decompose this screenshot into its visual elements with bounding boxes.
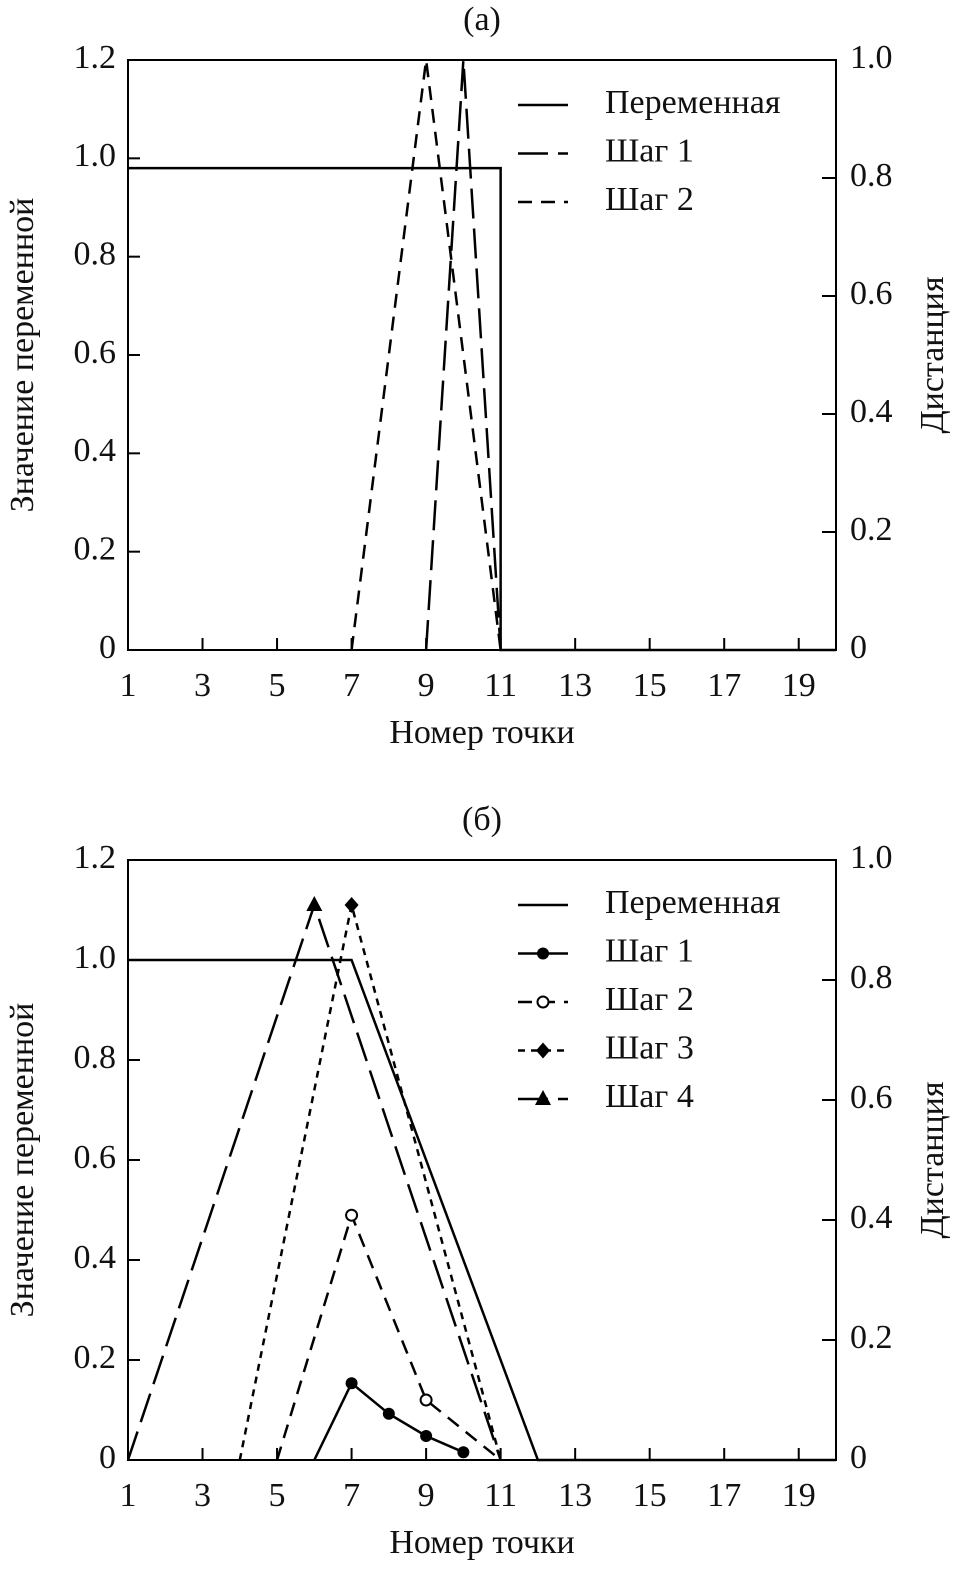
series-line (126, 901, 502, 1461)
series-line (275, 1211, 502, 1461)
y2-tick-label: 1.0 (850, 839, 893, 876)
y-axis-label: Значение переменной (4, 198, 41, 513)
chart-title: (a) (463, 1, 501, 38)
y2-tick-label: 0.2 (850, 511, 893, 548)
x-tick-label: 7 (343, 1477, 360, 1514)
y2-tick-label: 0.6 (850, 275, 893, 312)
plot-frame (127, 859, 837, 1461)
series-line (313, 1381, 464, 1461)
y2-tick-label: 0.8 (850, 157, 893, 194)
series-line (128, 166, 836, 652)
y-tick-label: 0.8 (74, 1039, 117, 1076)
series-line (424, 59, 502, 651)
marker (419, 1393, 433, 1407)
legend-marker (535, 1090, 551, 1105)
y-axis-label: Значение переменной (4, 1003, 41, 1318)
y-tick-label: 1.2 (74, 839, 117, 876)
series-line (128, 958, 836, 1462)
x-tick-label: 11 (484, 667, 517, 704)
marker (345, 1208, 359, 1222)
x-tick-label: 19 (782, 1477, 816, 1514)
y-tick-label: 0.6 (74, 334, 117, 371)
legend-label: Шаг 1 (605, 932, 694, 969)
y2-tick-label: 0.4 (850, 1199, 893, 1236)
marker (457, 1446, 470, 1459)
legend-label: Шаг 2 (605, 181, 694, 218)
x-tick-label: 9 (418, 1477, 435, 1514)
y-tick-label: 0.8 (74, 235, 117, 272)
y-tick-label: 0 (99, 1439, 116, 1476)
series-line (238, 904, 502, 1461)
y-tick-label: 0.2 (74, 530, 117, 567)
x-tick-label: 3 (194, 667, 211, 704)
marker (306, 896, 323, 911)
legend-label: Шаг 3 (605, 1029, 694, 1066)
y-tick-label: 1.0 (74, 939, 117, 976)
y-tick-label: 1.0 (74, 137, 117, 174)
y-tick-label: 0 (99, 629, 116, 666)
legend-label: Шаг 2 (605, 981, 694, 1018)
y2-tick-label: 0.8 (850, 959, 893, 996)
legend-label: Шаг 1 (605, 132, 694, 169)
x-tick-label: 3 (194, 1477, 211, 1514)
y-tick-label: 0.4 (74, 432, 117, 469)
x-tick-label: 13 (558, 1477, 592, 1514)
y-tick-label: 0.2 (74, 1339, 117, 1376)
legend-label: Переменная (605, 84, 781, 121)
y-tick-label: 0.6 (74, 1139, 117, 1176)
legend-label: Переменная (605, 884, 781, 921)
y2-tick-label: 1.0 (850, 39, 893, 76)
x-tick-label: 5 (269, 1477, 286, 1514)
x-tick-label: 7 (343, 667, 360, 704)
x-tick-label: 11 (484, 1477, 517, 1514)
x-tick-label: 15 (633, 667, 667, 704)
legend-marker (536, 1042, 550, 1059)
x-axis-label: Номер точки (389, 1524, 574, 1561)
marker (344, 897, 359, 913)
y2-tick-label: 0.2 (850, 1319, 893, 1356)
x-tick-label: 19 (782, 667, 816, 704)
y2-axis-label: Дистанция (914, 1081, 951, 1238)
marker (345, 1377, 358, 1390)
series-line (350, 59, 502, 651)
x-tick-label: 17 (707, 1477, 741, 1514)
y2-tick-label: 0.6 (850, 1079, 893, 1116)
y-tick-label: 1.2 (74, 39, 117, 76)
y2-tick-label: 0.4 (850, 393, 893, 430)
y2-tick-label: 0 (850, 1439, 867, 1476)
legend-marker (537, 947, 549, 960)
legend-marker (536, 995, 550, 1009)
y-tick-label: 0.4 (74, 1239, 117, 1276)
x-tick-label: 1 (120, 667, 137, 704)
x-axis-label: Номер точки (389, 714, 574, 751)
x-tick-label: 17 (707, 667, 741, 704)
marker (420, 1430, 433, 1442)
marker (382, 1407, 395, 1420)
legend-label: Шаг 4 (605, 1078, 694, 1115)
x-tick-label: 9 (418, 667, 435, 704)
y2-tick-label: 0 (850, 629, 867, 666)
x-tick-label: 5 (269, 667, 286, 704)
x-tick-label: 1 (120, 1477, 137, 1514)
y2-axis-label: Дистанция (914, 276, 951, 433)
chart-title: (б) (462, 801, 502, 838)
x-tick-label: 13 (558, 667, 592, 704)
x-tick-label: 15 (633, 1477, 667, 1514)
